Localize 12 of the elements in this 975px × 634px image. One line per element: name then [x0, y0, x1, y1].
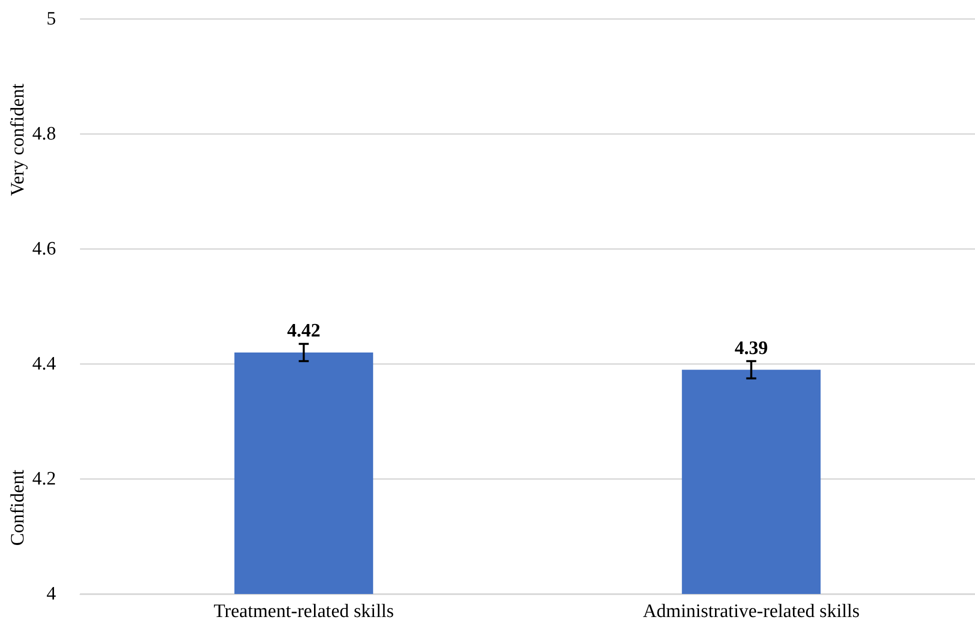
y-tick-label: 5: [46, 8, 56, 30]
x-tick-label: Administrative-related skills: [642, 601, 860, 622]
y-tick-label: 4.4: [32, 354, 56, 374]
y-tick-label: 4: [46, 584, 56, 604]
y-tick-label: 4.8: [32, 124, 56, 144]
data-label: 4.42: [287, 320, 320, 342]
text: Very confident: [8, 82, 28, 196]
text: Confident: [8, 469, 28, 546]
y-tick-label: 4.6: [32, 238, 56, 260]
data-label: 4.39: [734, 338, 768, 359]
x-tick-label: Treatment-related skills: [214, 601, 394, 622]
y-tick-label: 4.2: [32, 468, 56, 490]
